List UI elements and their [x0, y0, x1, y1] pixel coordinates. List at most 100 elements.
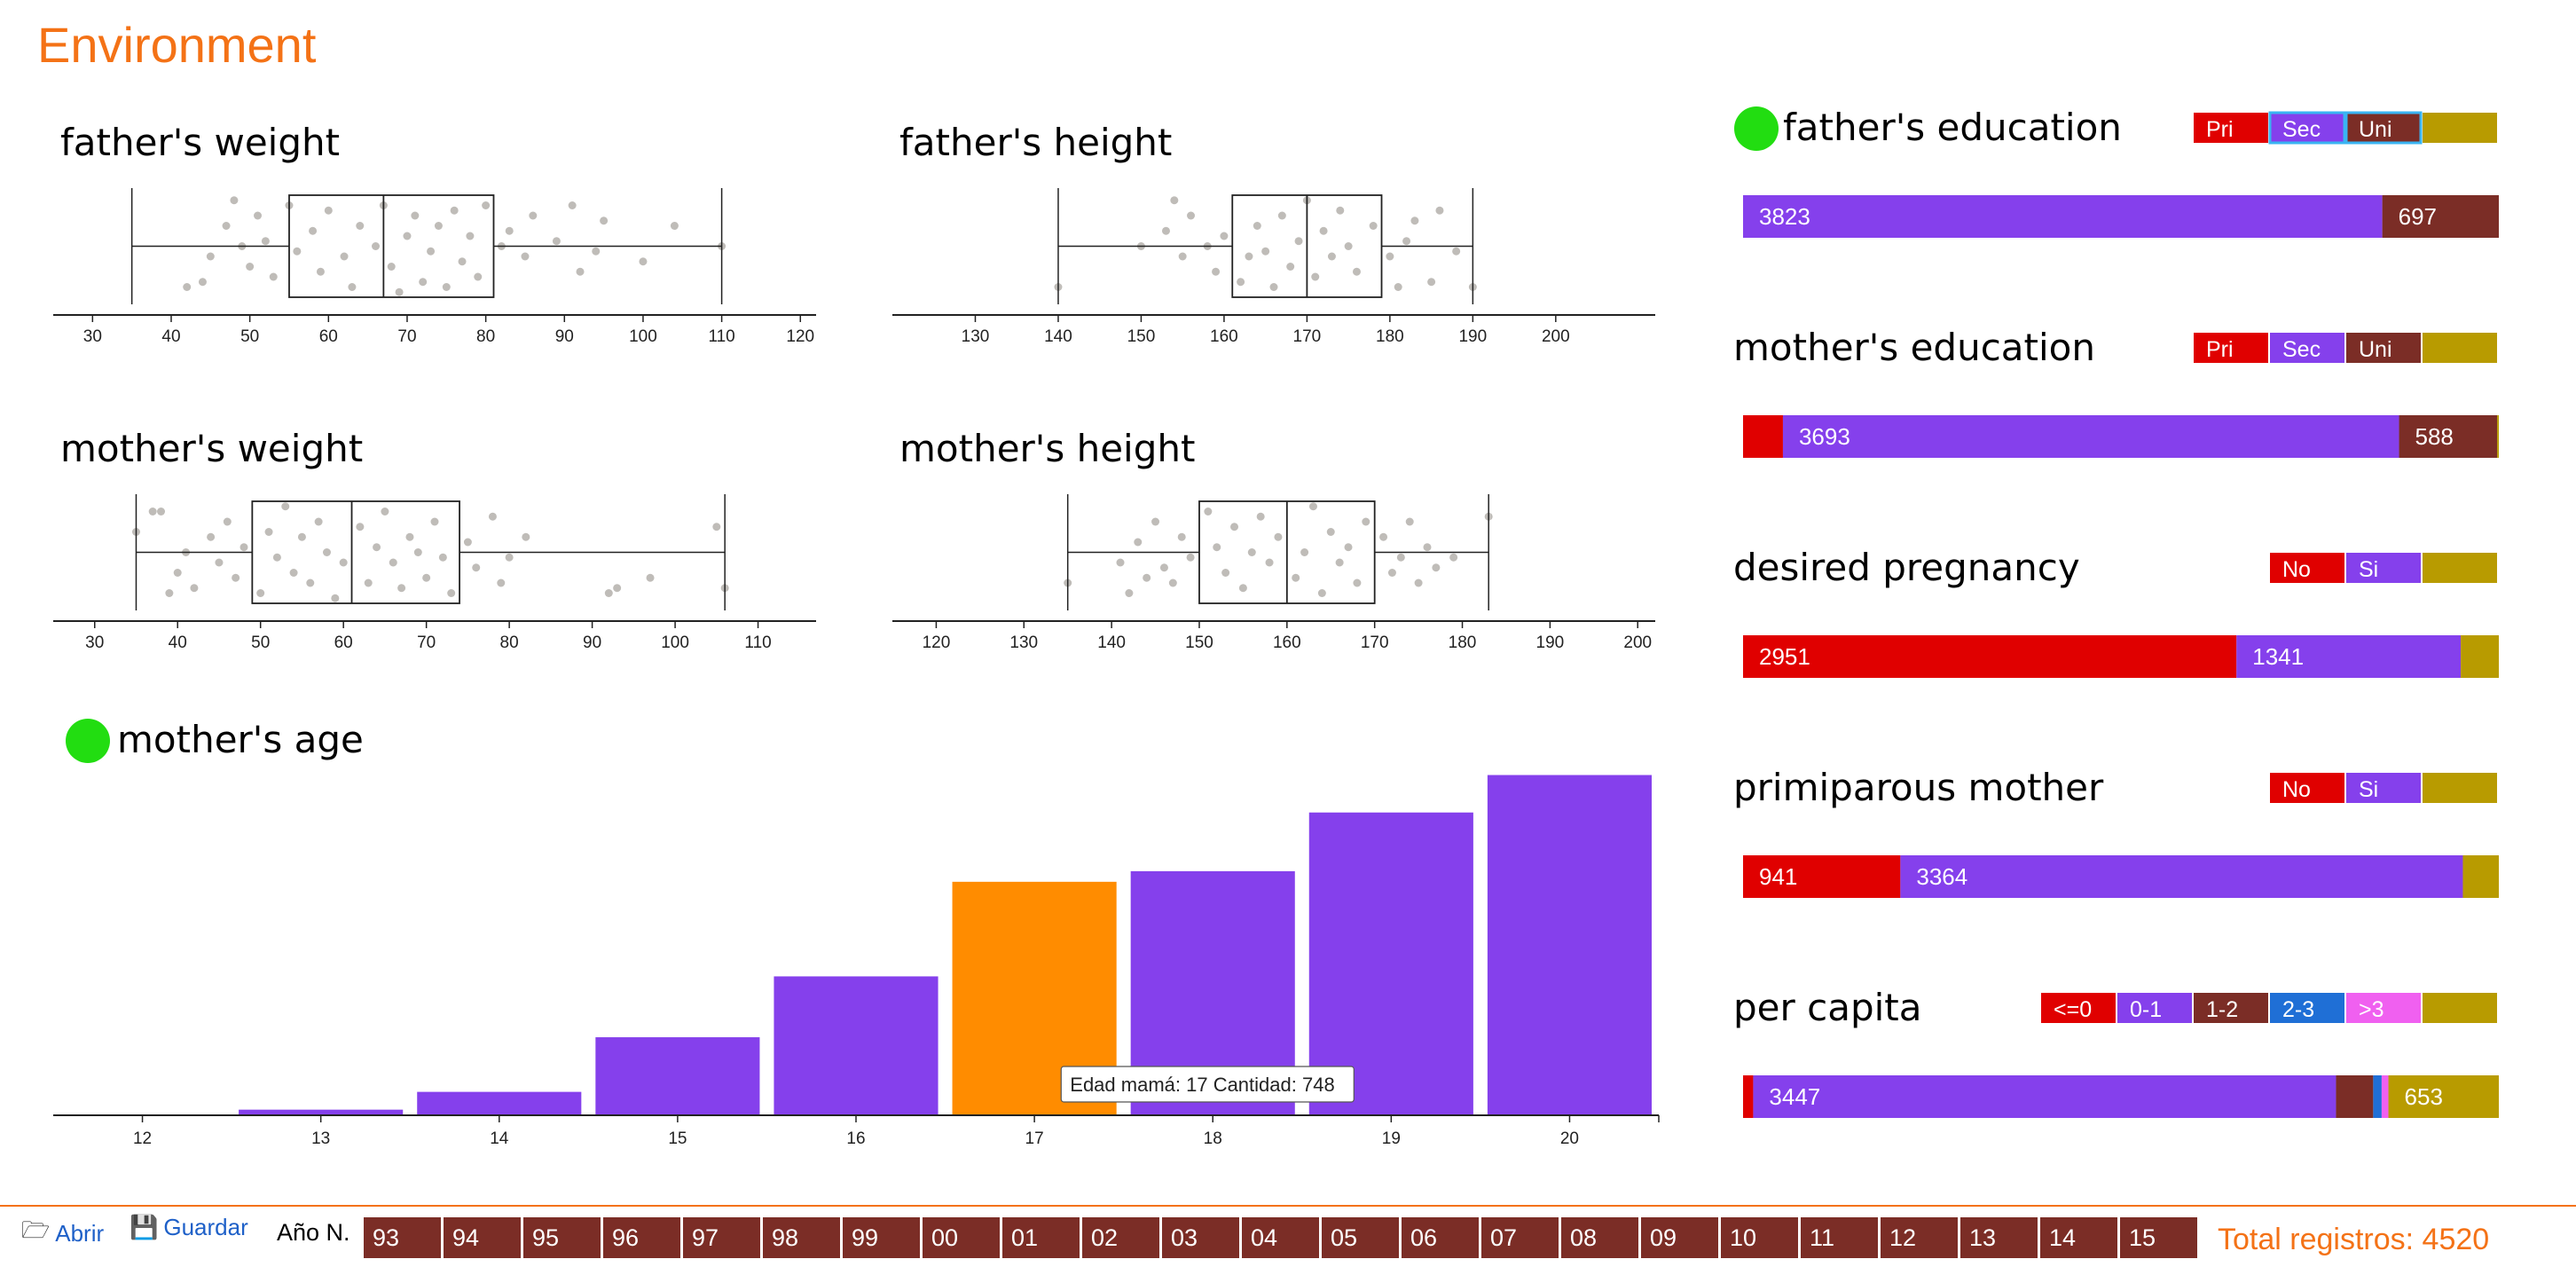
- mother-height-boxplot[interactable]: mother's height 120 130 140 150 160 170 180 190 2…: [892, 421, 1673, 661]
- segment: [1743, 415, 1783, 458]
- year-button-14[interactable]: 14: [2040, 1217, 2117, 1258]
- segment: [2381, 1075, 2389, 1118]
- data-point: [395, 287, 404, 296]
- data-point: [482, 201, 491, 209]
- legend-label: Pri: [2206, 337, 2234, 362]
- data-point: [331, 594, 340, 602]
- data-point: [173, 569, 182, 577]
- x-tick-label: 80: [500, 634, 519, 652]
- save-button[interactable]: 💾 Guardar: [130, 1214, 248, 1241]
- segment: [1900, 855, 2463, 898]
- open-button[interactable]: 🗁 Abrir: [21, 1214, 104, 1253]
- data-point: [422, 573, 431, 582]
- bar-14: [417, 1091, 582, 1115]
- year-button-01[interactable]: 01: [1002, 1217, 1080, 1258]
- data-point: [1186, 553, 1195, 562]
- year-button-11[interactable]: 11: [1801, 1217, 1878, 1258]
- x-tick-label: 130: [1009, 634, 1038, 652]
- status-dot: [1734, 106, 1779, 151]
- father-weight-boxplot[interactable]: father's weight 30 40 50 60 70 80 90 100 110 120: [53, 115, 834, 355]
- segment: [2373, 1075, 2382, 1118]
- segment: [1743, 635, 2237, 678]
- data-point: [1369, 222, 1378, 230]
- year-button-99[interactable]: 99: [843, 1217, 920, 1258]
- year-button-09[interactable]: 09: [1641, 1217, 1718, 1258]
- x-tick-label: 180: [1449, 634, 1477, 652]
- legend-label: 1-2: [2206, 997, 2238, 1022]
- x-tick-label: 200: [1623, 634, 1652, 652]
- data-point: [411, 211, 420, 220]
- data-point: [1344, 242, 1353, 250]
- segment: [1753, 1075, 2336, 1118]
- year-button-13[interactable]: 13: [1960, 1217, 2038, 1258]
- data-point: [1256, 512, 1265, 521]
- year-button-03[interactable]: 03: [1162, 1217, 1239, 1258]
- year-button-94[interactable]: 94: [444, 1217, 521, 1258]
- data-point: [1432, 563, 1441, 572]
- data-point: [381, 508, 389, 515]
- legend-swatch: [2346, 773, 2421, 803]
- data-point: [281, 502, 290, 511]
- mother-weight-boxplot[interactable]: mother's weight 30 40 50 60 70 80 90 100 110: [53, 421, 834, 661]
- data-point: [1435, 206, 1444, 215]
- year-button-12[interactable]: 12: [1881, 1217, 1958, 1258]
- data-point: [1336, 206, 1345, 215]
- year-button-00[interactable]: 00: [923, 1217, 1000, 1258]
- data-point: [1410, 216, 1419, 225]
- legend-swatch: [2117, 993, 2192, 1023]
- legend-swatch: [2270, 993, 2344, 1023]
- year-button-97[interactable]: 97: [683, 1217, 760, 1258]
- year-button-10[interactable]: 10: [1721, 1217, 1798, 1258]
- data-point: [372, 242, 381, 250]
- data-point: [157, 508, 166, 515]
- data-point: [466, 232, 475, 240]
- segment: [2388, 1075, 2499, 1118]
- data-point: [1327, 252, 1336, 261]
- legend-label: 0-1: [2130, 997, 2162, 1022]
- data-point: [1452, 247, 1461, 256]
- year-button-98[interactable]: 98: [763, 1217, 840, 1258]
- x-tick-label: 14: [490, 1129, 509, 1148]
- year-button-04[interactable]: 04: [1242, 1217, 1319, 1258]
- year-button-93[interactable]: 93: [364, 1217, 441, 1258]
- x-tick-label: 190: [1536, 634, 1565, 652]
- data-point: [463, 538, 472, 547]
- data-point: [458, 257, 467, 266]
- legend-label: Si: [2359, 777, 2378, 802]
- data-point: [1161, 226, 1170, 235]
- year-button-95[interactable]: 95: [523, 1217, 601, 1258]
- data-point: [1245, 252, 1253, 261]
- segment: [1743, 195, 2383, 238]
- father-height-boxplot[interactable]: father's height 130 140 150 160 170 180 190 200: [892, 115, 1673, 355]
- data-point: [552, 237, 561, 246]
- x-tick-label: 50: [251, 634, 270, 652]
- data-point: [1168, 578, 1177, 587]
- data-point: [364, 578, 373, 587]
- data-point: [1178, 252, 1187, 261]
- panel-title: per capita: [1733, 986, 1921, 1029]
- year-button-96[interactable]: 96: [603, 1217, 680, 1258]
- data-point: [1353, 578, 1362, 587]
- status-dot: [66, 719, 110, 763]
- x-tick-label: 70: [417, 634, 436, 652]
- year-button-08[interactable]: 08: [1561, 1217, 1638, 1258]
- year-button-15[interactable]: 15: [2120, 1217, 2197, 1258]
- x-tick-label: 17: [1025, 1129, 1044, 1148]
- data-point: [576, 267, 585, 276]
- categorical-panels[interactable]: father's education Pri Sec Uni 3823 697 mother…: [1721, 98, 2555, 1136]
- data-point: [438, 553, 447, 562]
- mother-age-histogram[interactable]: mother's age 12 13 14 15 16 17 18 19 20 Edad mamá:…: [53, 710, 1677, 1153]
- data-point: [1352, 267, 1361, 276]
- year-button-05[interactable]: 05: [1322, 1217, 1399, 1258]
- legend-swatch: [2270, 553, 2344, 583]
- x-tick-label: 30: [83, 327, 102, 346]
- data-point: [1427, 278, 1436, 287]
- data-point: [1237, 278, 1245, 287]
- legend-swatch: [2270, 773, 2344, 803]
- x-tick-label: 80: [476, 327, 495, 346]
- x-tick-label: 60: [334, 634, 353, 652]
- year-button-02[interactable]: 02: [1082, 1217, 1159, 1258]
- year-button-07[interactable]: 07: [1481, 1217, 1559, 1258]
- year-button-06[interactable]: 06: [1402, 1217, 1479, 1258]
- x-tick-label: 150: [1185, 634, 1213, 652]
